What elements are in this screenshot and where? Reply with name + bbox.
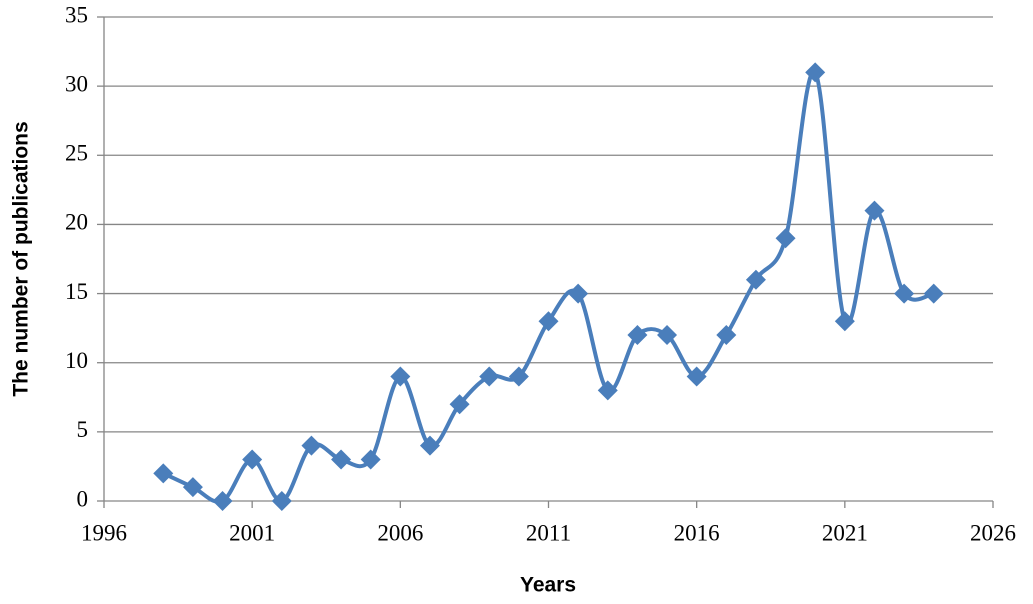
- data-marker: [242, 449, 263, 470]
- y-tick-label: 10: [65, 348, 88, 373]
- data-marker: [775, 228, 796, 249]
- data-marker: [360, 449, 381, 470]
- x-tick-label: 2026: [970, 520, 1016, 545]
- data-marker: [538, 311, 559, 332]
- y-tick-label: 15: [65, 279, 88, 304]
- x-tick-label: 2011: [526, 520, 571, 545]
- data-marker: [834, 311, 855, 332]
- y-axis-title: The number of publications: [10, 121, 33, 396]
- data-marker: [508, 366, 529, 387]
- data-marker: [745, 269, 766, 290]
- data-marker: [331, 449, 352, 470]
- x-tick-label: 2006: [377, 520, 423, 545]
- data-marker: [479, 366, 500, 387]
- data-marker: [657, 325, 678, 346]
- data-marker: [627, 325, 648, 346]
- data-line: [162, 69, 935, 504]
- y-tick-label: 0: [77, 486, 89, 511]
- x-axis-title: Years: [520, 574, 576, 597]
- data-marker: [212, 491, 233, 511]
- data-marker: [568, 283, 589, 304]
- y-tick-label: 20: [65, 210, 88, 235]
- data-marker: [153, 463, 174, 484]
- data-marker: [923, 283, 944, 304]
- y-tick-label: 25: [65, 141, 88, 166]
- data-marker: [419, 435, 440, 456]
- y-tick-label: 35: [65, 2, 88, 27]
- data-marker: [182, 477, 203, 498]
- x-tick-label: 2016: [674, 520, 720, 545]
- data-marker: [390, 366, 411, 387]
- x-tick-label: 2001: [229, 520, 275, 545]
- y-tick-label: 5: [77, 417, 89, 442]
- data-marker: [805, 62, 826, 83]
- data-marker: [301, 435, 322, 456]
- x-tick-label: 2021: [822, 520, 868, 545]
- data-marker: [716, 325, 737, 346]
- data-marker: [597, 380, 618, 401]
- y-tick-label: 30: [65, 71, 88, 96]
- x-tick-label: 1996: [81, 520, 127, 545]
- data-marker: [686, 366, 707, 387]
- data-marker: [864, 200, 885, 221]
- data-marker: [271, 491, 292, 511]
- data-marker: [449, 394, 470, 415]
- data-marker: [894, 283, 915, 304]
